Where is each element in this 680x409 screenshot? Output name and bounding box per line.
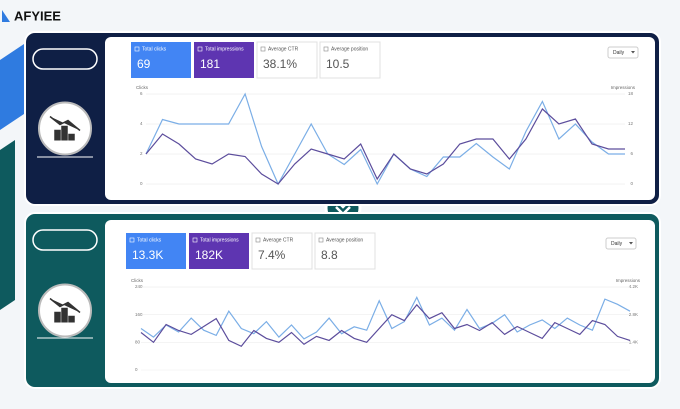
- tick-label: 2.8K: [629, 312, 638, 317]
- axis-title: Clicks: [136, 85, 149, 90]
- logo-icon: [2, 10, 10, 22]
- dropdown-label: Daily: [613, 50, 625, 56]
- tile-label: Total impressions: [205, 46, 244, 52]
- metric-tile[interactable]: [314, 232, 376, 270]
- tick-label: 0: [630, 181, 633, 186]
- checkbox: [318, 237, 324, 243]
- series-line: [140, 296, 631, 340]
- tile-label: Average position: [331, 46, 368, 52]
- tick-label: 160: [135, 312, 143, 317]
- chart-icon: [49, 297, 81, 323]
- tile-value: 8.8: [321, 248, 338, 262]
- decor-shape: [0, 140, 15, 310]
- tile-value: 69: [137, 57, 151, 71]
- tick-label: 0: [135, 367, 138, 372]
- chart-icon: [49, 115, 81, 141]
- tile-value: 38.1%: [263, 57, 297, 71]
- checkbox: [197, 46, 203, 52]
- checkbox: [323, 46, 329, 52]
- decor-shape: [0, 40, 30, 130]
- tick-label: 18: [628, 91, 634, 96]
- checkbox: [129, 237, 135, 243]
- tile-label: Total clicks: [137, 237, 162, 243]
- tick-label: 0: [140, 181, 143, 186]
- metric-tile[interactable]: [256, 41, 318, 79]
- axis-title: Impressions: [611, 85, 636, 90]
- tick-label: 12: [628, 121, 634, 126]
- axis-title: Impressions: [616, 278, 641, 283]
- dropdown-label: Daily: [611, 241, 623, 247]
- tile-label: Average CTR: [263, 237, 294, 243]
- series-line: [145, 108, 625, 185]
- tile-value: 13.3K: [132, 248, 163, 262]
- dropdown[interactable]: [607, 46, 639, 59]
- pill: [32, 229, 98, 251]
- series-line: [145, 92, 625, 186]
- tick-label: 80: [135, 340, 141, 345]
- checkbox: [260, 46, 266, 52]
- tick-label: 6: [630, 151, 633, 156]
- tile-label: Total clicks: [142, 46, 167, 52]
- metric-tile[interactable]: [319, 41, 381, 79]
- pill: [32, 48, 98, 70]
- tile-label: Total impressions: [200, 237, 239, 243]
- tile-value: 181: [200, 57, 220, 71]
- tile-value: 182K: [195, 248, 223, 262]
- tick-label: 4.2K: [629, 284, 638, 289]
- tick-label: 2: [140, 151, 143, 156]
- series-line: [140, 303, 631, 348]
- tick-label: 1.4K: [629, 340, 638, 345]
- metric-tile[interactable]: [189, 233, 249, 269]
- tile-label: Average position: [326, 237, 363, 243]
- axis-title: Clicks: [131, 278, 144, 283]
- tick-label: 6: [140, 91, 143, 96]
- checkbox: [255, 237, 261, 243]
- dropdown[interactable]: [605, 237, 637, 250]
- tick-label: 240: [135, 284, 143, 289]
- dropdown-arrow: [629, 242, 633, 245]
- tile-label: Average CTR: [268, 46, 299, 52]
- metric-tile[interactable]: [131, 42, 191, 78]
- metric-tile[interactable]: [194, 42, 254, 78]
- tile-value: 10.5: [326, 57, 350, 71]
- tile-value: 7.4%: [258, 248, 286, 262]
- tick-label: 4: [140, 121, 143, 126]
- metric-tile[interactable]: [251, 232, 313, 270]
- checkbox: [192, 237, 198, 243]
- checkbox: [134, 46, 140, 52]
- brand: AFYIEE: [14, 8, 61, 23]
- dropdown-arrow: [631, 51, 635, 54]
- metric-tile[interactable]: [126, 233, 186, 269]
